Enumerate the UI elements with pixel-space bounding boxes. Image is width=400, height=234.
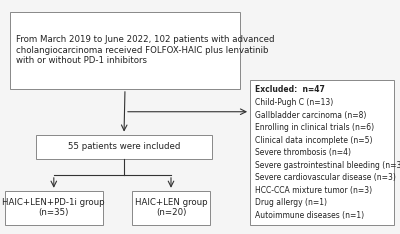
FancyBboxPatch shape: [5, 191, 103, 225]
Text: HCC-CCA mixture tumor (n=3): HCC-CCA mixture tumor (n=3): [255, 186, 372, 195]
Text: 55 patients were included: 55 patients were included: [68, 142, 180, 151]
FancyBboxPatch shape: [250, 80, 394, 225]
Text: Severe thrombosis (n=4): Severe thrombosis (n=4): [255, 148, 351, 157]
FancyBboxPatch shape: [36, 135, 212, 159]
Text: Excluded:  n=47: Excluded: n=47: [255, 85, 325, 94]
Text: HAIC+LEN group
(n=20): HAIC+LEN group (n=20): [135, 198, 207, 217]
Text: Drug allergy (n=1): Drug allergy (n=1): [255, 198, 327, 207]
FancyBboxPatch shape: [132, 191, 210, 225]
Text: Child-Pugh C (n=13): Child-Pugh C (n=13): [255, 98, 333, 107]
Text: Severe gastrointestinal bleeding (n=3): Severe gastrointestinal bleeding (n=3): [255, 161, 400, 170]
Text: Severe cardiovascular disease (n=3): Severe cardiovascular disease (n=3): [255, 173, 396, 182]
Text: Autoimmune diseases (n=1): Autoimmune diseases (n=1): [255, 211, 364, 220]
Text: From March 2019 to June 2022, 102 patients with advanced
cholangiocarcinoma rece: From March 2019 to June 2022, 102 patien…: [16, 35, 274, 65]
Text: Clinical data incomplete (n=5): Clinical data incomplete (n=5): [255, 136, 372, 145]
Text: HAIC+LEN+PD-1i group
(n=35): HAIC+LEN+PD-1i group (n=35): [2, 198, 105, 217]
Text: Gallbladder carcinoma (n=8): Gallbladder carcinoma (n=8): [255, 110, 366, 120]
FancyBboxPatch shape: [10, 12, 240, 89]
Text: Enrolling in clinical trials (n=6): Enrolling in clinical trials (n=6): [255, 123, 374, 132]
